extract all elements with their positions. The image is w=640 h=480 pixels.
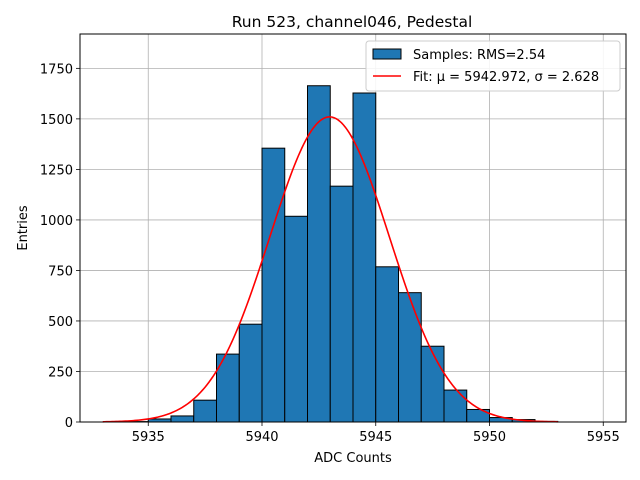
x-tick-label: 5940 (245, 430, 278, 445)
x-tick-label: 5945 (359, 430, 392, 445)
x-axis-ticks: 5935 5940 5945 5950 5955 (132, 422, 620, 445)
histogram-bar (261, 147, 286, 423)
y-axis-label: Entries (16, 205, 31, 251)
histogram-bar (420, 345, 445, 423)
y-tick-label: 0 (65, 416, 73, 431)
histogram-bar (329, 185, 354, 423)
y-tick-label: 1500 (40, 113, 73, 128)
histogram-bar (284, 215, 308, 423)
legend: Samples: RMS=2.54 Fit: μ = 5942.972, σ =… (365, 40, 621, 92)
histogram-bar (193, 399, 217, 423)
legend-label-fit: Fit: μ = 5942.972, σ = 2.628 (413, 70, 599, 85)
histogram-bar (443, 389, 468, 423)
y-tick-label: 1000 (40, 214, 73, 229)
histogram-bar (352, 92, 377, 423)
histogram-bar (307, 85, 331, 423)
y-tick-label: 1250 (40, 163, 73, 178)
y-tick-label: 750 (48, 264, 73, 279)
histogram-bar (398, 292, 422, 423)
legend-swatch-samples (372, 48, 402, 60)
histogram-bar (375, 266, 399, 423)
legend-box (365, 40, 621, 92)
legend-label-samples: Samples: RMS=2.54 (413, 48, 545, 63)
x-tick-label: 5955 (587, 430, 620, 445)
y-axis-ticks: 0 250 500 750 1000 1250 1500 1750 (40, 62, 80, 431)
fit-curve (102, 116, 558, 423)
y-tick-label: 1750 (40, 62, 73, 77)
y-tick-label: 500 (48, 315, 73, 330)
histogram-bar (170, 415, 195, 423)
x-tick-label: 5950 (473, 430, 506, 445)
y-tick-label: 250 (48, 365, 73, 380)
chart-title: Run 523, channel046, Pedestal (232, 13, 473, 31)
plot-frame (79, 33, 627, 423)
histogram-bar (238, 323, 263, 423)
x-axis-label: ADC Counts (314, 451, 392, 466)
x-tick-label: 5935 (132, 430, 165, 445)
